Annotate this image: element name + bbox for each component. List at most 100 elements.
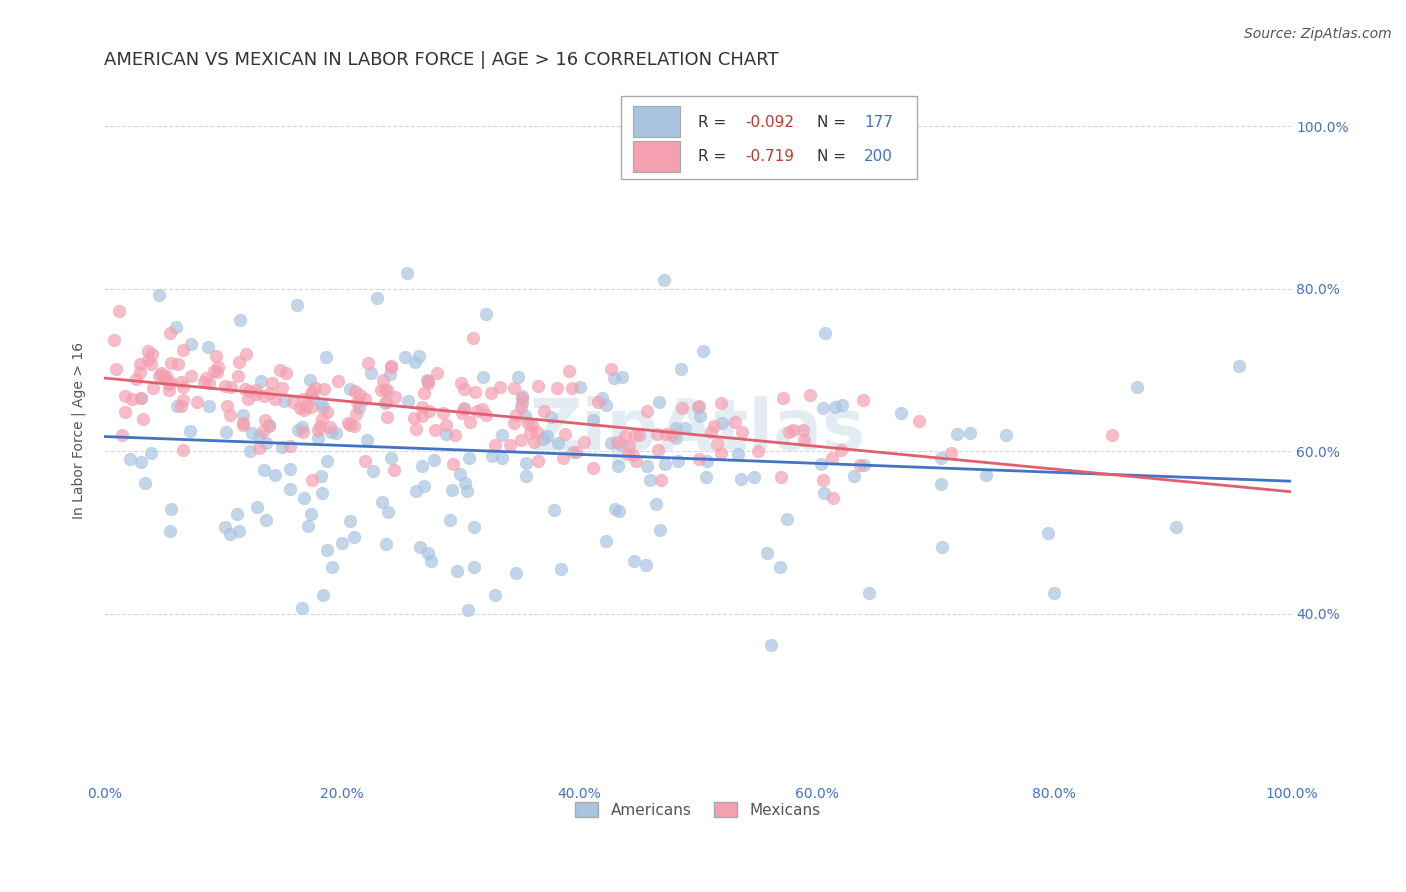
Point <box>347 401 370 415</box>
Point <box>204 349 226 363</box>
Point <box>125 371 148 385</box>
Point <box>444 427 467 442</box>
Point <box>688 399 710 413</box>
Point <box>235 347 257 361</box>
Point <box>375 383 398 397</box>
Point <box>197 341 219 355</box>
Point <box>441 457 464 471</box>
Point <box>309 419 332 434</box>
Point <box>463 560 485 574</box>
Point <box>247 428 270 442</box>
Point <box>603 370 626 384</box>
Point <box>339 383 361 397</box>
Point <box>418 403 440 417</box>
Point <box>432 406 454 420</box>
Point <box>505 408 527 422</box>
Point <box>155 369 177 384</box>
Point <box>304 381 326 395</box>
Point <box>617 447 640 461</box>
Point <box>360 366 382 380</box>
Point <box>449 467 471 481</box>
Point <box>1125 380 1147 394</box>
FancyBboxPatch shape <box>633 106 681 137</box>
Point <box>531 432 554 446</box>
Point <box>1036 526 1059 541</box>
Text: R =: R = <box>697 149 731 164</box>
Point <box>150 366 173 380</box>
Point <box>159 326 181 340</box>
Point <box>451 406 474 420</box>
Point <box>890 406 912 420</box>
FancyBboxPatch shape <box>621 95 918 178</box>
Point <box>772 392 794 406</box>
Point <box>614 429 637 443</box>
Point <box>159 375 181 389</box>
Point <box>114 389 136 403</box>
Point <box>172 443 194 458</box>
Point <box>148 369 170 384</box>
Point <box>375 410 398 425</box>
Point <box>665 420 688 434</box>
Point <box>291 600 314 615</box>
Point <box>374 537 396 551</box>
Point <box>202 363 225 377</box>
Point <box>929 476 952 491</box>
Point <box>527 454 550 468</box>
Point <box>402 411 425 425</box>
Point <box>503 381 526 395</box>
Point <box>638 473 661 487</box>
Text: 177: 177 <box>865 114 893 129</box>
Point <box>263 392 285 406</box>
Point <box>107 303 129 318</box>
Point <box>311 398 333 412</box>
Point <box>215 425 238 439</box>
Point <box>621 449 644 463</box>
Point <box>599 436 621 450</box>
Point <box>799 388 821 402</box>
Point <box>238 392 260 407</box>
Point <box>180 369 202 384</box>
Point <box>976 468 998 483</box>
Point <box>285 298 308 312</box>
Point <box>628 427 651 442</box>
Point <box>287 423 309 437</box>
Point <box>233 382 256 396</box>
Point <box>1043 586 1066 600</box>
Point <box>214 379 236 393</box>
Point <box>299 400 322 414</box>
Point <box>425 423 447 437</box>
Point <box>118 451 141 466</box>
Point <box>344 407 367 421</box>
Point <box>253 412 276 426</box>
Text: N =: N = <box>817 149 851 164</box>
Point <box>770 470 793 484</box>
Point <box>271 381 294 395</box>
Point <box>114 404 136 418</box>
Point <box>253 389 276 403</box>
Point <box>624 453 647 467</box>
Point <box>353 392 375 407</box>
Point <box>167 358 190 372</box>
Point <box>198 376 221 390</box>
Point <box>710 445 733 459</box>
Point <box>412 479 434 493</box>
Point <box>129 391 152 405</box>
Point <box>292 392 315 406</box>
Point <box>380 451 402 466</box>
Point <box>264 468 287 483</box>
Point <box>382 462 405 476</box>
Point <box>165 320 187 334</box>
Point <box>361 464 384 478</box>
Point <box>546 381 568 395</box>
Point <box>312 382 335 396</box>
Point <box>299 386 322 401</box>
Point <box>374 396 396 410</box>
Point <box>503 416 526 430</box>
Point <box>731 425 754 439</box>
Point <box>257 418 280 433</box>
Point <box>782 423 804 437</box>
Point <box>129 366 152 380</box>
Point <box>756 546 779 560</box>
Point <box>724 415 747 429</box>
Point <box>824 401 846 415</box>
